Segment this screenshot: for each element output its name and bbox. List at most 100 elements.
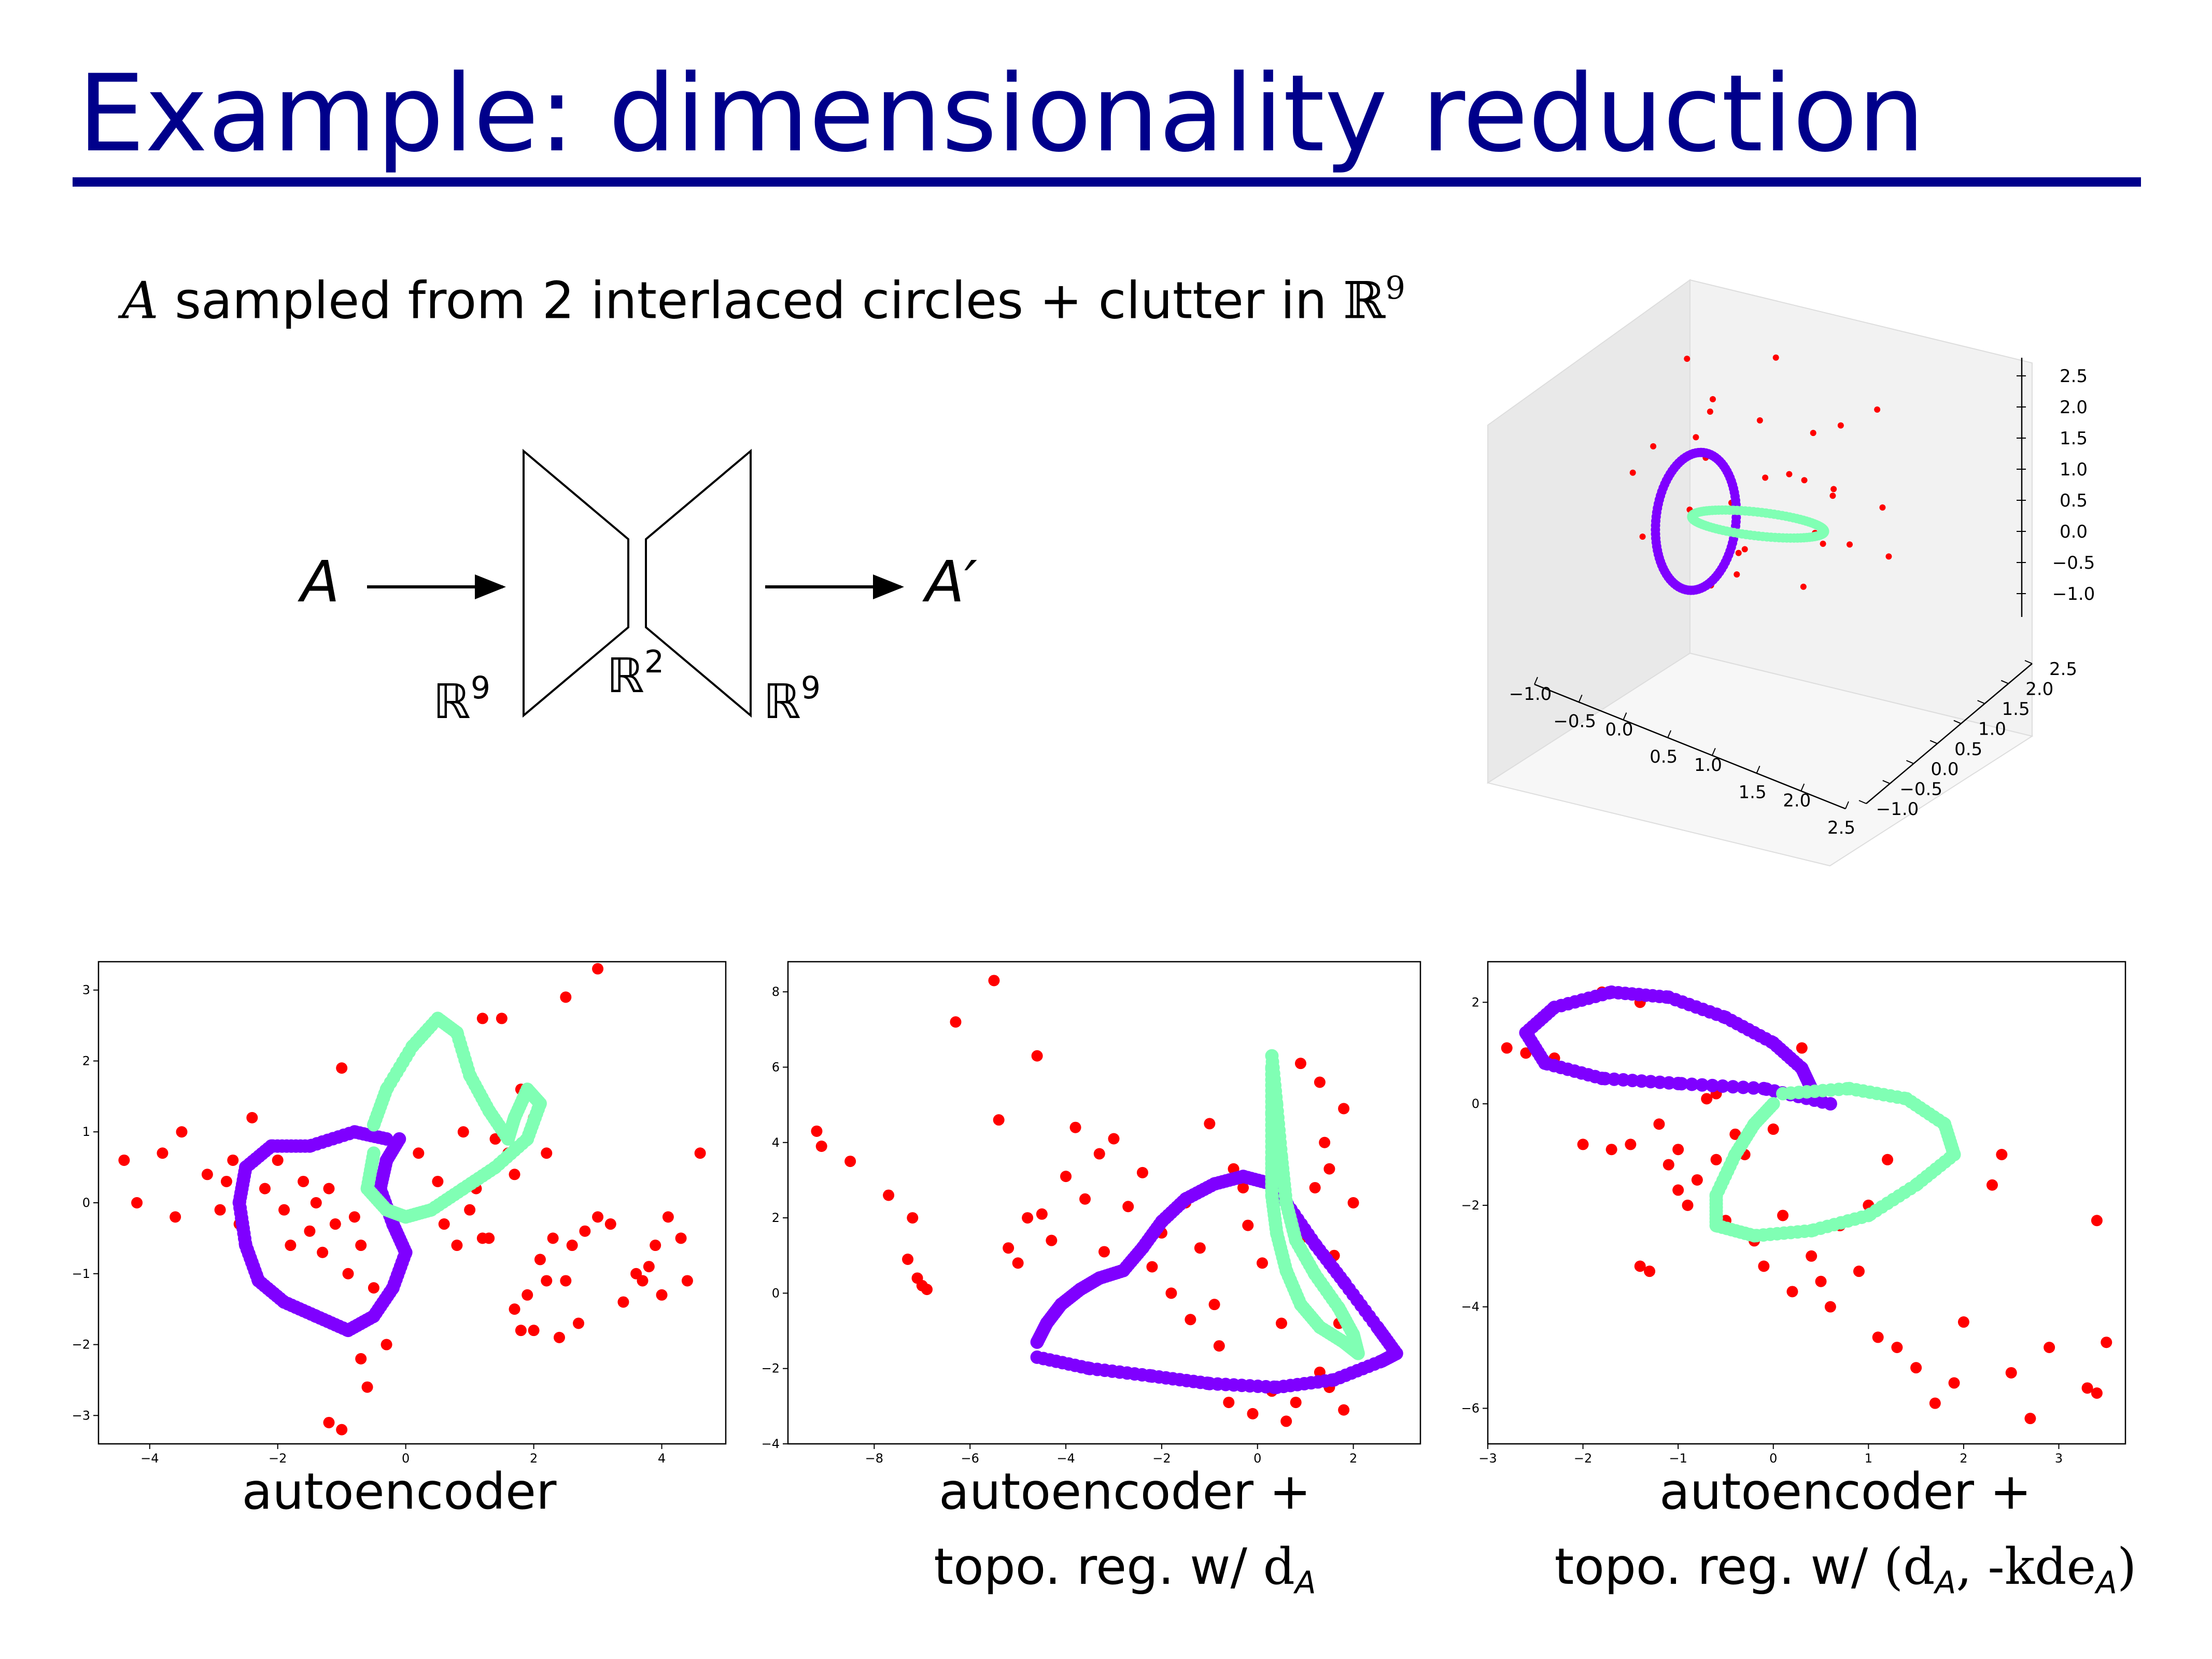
data-point-clutter: [1815, 1275, 1827, 1287]
data-point-clutter: [1136, 1166, 1148, 1178]
data-point-clutter: [1891, 1342, 1903, 1353]
data-point-circle_1: [1731, 513, 1741, 523]
y-tick-mark: [1906, 760, 1914, 764]
data-point-clutter: [170, 1211, 181, 1223]
y-tick-label: −6: [1461, 1401, 1480, 1415]
x-tick-label: 2.0: [1783, 791, 1811, 811]
x-tick-label: −1: [1669, 1451, 1687, 1466]
data-point-circle_2: [367, 1118, 381, 1132]
data-point-clutter: [1879, 504, 1886, 511]
data-point-clutter: [1735, 550, 1742, 556]
data-point-clutter: [1682, 1199, 1694, 1211]
data-point-clutter: [464, 1204, 476, 1216]
decoder-trapezoid: [645, 448, 752, 718]
data-point-clutter: [381, 1339, 392, 1351]
data-point-clutter: [1653, 1118, 1665, 1130]
data-point-clutter: [361, 1381, 373, 1393]
y-tick-label: 2: [1472, 995, 1480, 1009]
data-point-clutter: [1986, 1179, 1998, 1191]
x-tick-label: −2: [1574, 1451, 1592, 1466]
data-point-circle_2: [1265, 1060, 1279, 1074]
x-tick-label: 0: [1769, 1451, 1777, 1466]
intro-space: ℝ: [1343, 271, 1386, 331]
data-point-clutter: [553, 1331, 565, 1343]
data-point-clutter: [227, 1154, 239, 1166]
x-tick-label: 4: [658, 1451, 666, 1466]
x-tick-mark: [1623, 712, 1627, 720]
data-point-clutter: [336, 1062, 348, 1074]
data-point-clutter: [1853, 1266, 1865, 1277]
data-point-circle_1: [1736, 1080, 1750, 1094]
data-point-clutter: [1772, 354, 1779, 361]
data-point-clutter: [355, 1353, 367, 1365]
data-point-clutter: [1520, 1047, 1532, 1059]
data-point-clutter: [1756, 417, 1763, 424]
caption-line1: autoencoder: [242, 1463, 557, 1521]
intro-sentence: A sampled from 2 interlaced circles + cl…: [122, 270, 1405, 332]
x-tick-label: 0.5: [1650, 747, 1678, 767]
caption-topo-dA: autoencoder + topo. reg. w/ dA: [861, 1462, 1389, 1601]
scatter-plot-topo-dA-kde: −3 −2 −1 0 1 2 3 −6 −4 −2 0 2: [1461, 961, 2126, 1466]
data-point-clutter: [278, 1204, 290, 1216]
y-tick-label: −2: [72, 1338, 90, 1352]
data-point-clutter: [1741, 546, 1748, 553]
data-point-clutter: [285, 1240, 297, 1252]
x-tick-mark: [1756, 766, 1760, 774]
data-point-clutter: [1237, 1182, 1249, 1193]
data-point-clutter: [1323, 1163, 1335, 1175]
x-tick-label: 0.0: [1605, 720, 1633, 740]
series-circle_2: [360, 1011, 547, 1224]
y-tick-label: 4: [772, 1135, 780, 1150]
data-point-clutter: [1829, 493, 1836, 499]
data-point-circle_2: [1817, 529, 1827, 539]
data-point-clutter: [1003, 1242, 1015, 1254]
caption-line2: topo. reg. w/ dA: [934, 1538, 1316, 1601]
series-circle_2: [1687, 505, 1829, 543]
x-tick-mark: [1667, 730, 1672, 738]
data-point-clutter: [1929, 1397, 1941, 1409]
data-point-clutter: [566, 1240, 578, 1252]
data-point-clutter: [1701, 1093, 1713, 1105]
data-point-clutter: [1257, 1257, 1268, 1269]
x-tick-label: −8: [865, 1451, 883, 1466]
input-space-label: ℝ9: [433, 670, 490, 729]
x-tick-mark: [1845, 801, 1849, 809]
data-point-clutter: [694, 1147, 706, 1159]
data-point-clutter: [604, 1218, 616, 1230]
z-tick-label: 0.0: [2060, 522, 2088, 542]
y-tick-label: 0.0: [1931, 759, 1959, 780]
data-point-clutter: [323, 1183, 335, 1194]
x-tick-label: −0.5: [1553, 711, 1596, 732]
data-point-clutter: [592, 963, 604, 975]
data-point-clutter: [1786, 1286, 1798, 1298]
data-point-clutter: [259, 1183, 271, 1194]
data-point-clutter: [883, 1189, 895, 1201]
data-point-clutter: [1693, 434, 1699, 441]
data-point-clutter: [1810, 430, 1816, 437]
x-tick-label: 1: [1865, 1451, 1872, 1466]
data-point-circle_1: [1726, 1080, 1740, 1094]
data-point-clutter: [1634, 1260, 1646, 1272]
y-tick-label: −4: [1461, 1300, 1480, 1314]
data-point-clutter: [1684, 356, 1690, 362]
data-point-clutter: [656, 1289, 668, 1301]
z-tick-label: −0.5: [2052, 553, 2095, 573]
y-tick-label: 6: [772, 1060, 780, 1074]
x-tick-label: 0: [1253, 1451, 1261, 1466]
data-point-clutter: [272, 1154, 284, 1166]
caption-autoencoder: autoencoder: [171, 1462, 627, 1522]
data-point-clutter: [1213, 1340, 1225, 1352]
data-point-clutter: [1885, 553, 1892, 560]
plot-frame: [97, 961, 727, 1445]
data-point-clutter: [1777, 1210, 1789, 1221]
series-circle_1: [1030, 1170, 1403, 1395]
data-point-clutter: [1801, 477, 1808, 484]
data-point-circle_1: [1706, 1078, 1720, 1092]
data-point-clutter: [675, 1232, 687, 1244]
series-circle_1: [232, 1125, 413, 1338]
data-point-clutter: [541, 1275, 553, 1287]
data-point-clutter: [579, 1225, 591, 1237]
data-point-clutter: [1672, 1144, 1684, 1156]
x-tick-label: 2: [1960, 1451, 1967, 1466]
y-tick-mark: [1953, 720, 1962, 724]
